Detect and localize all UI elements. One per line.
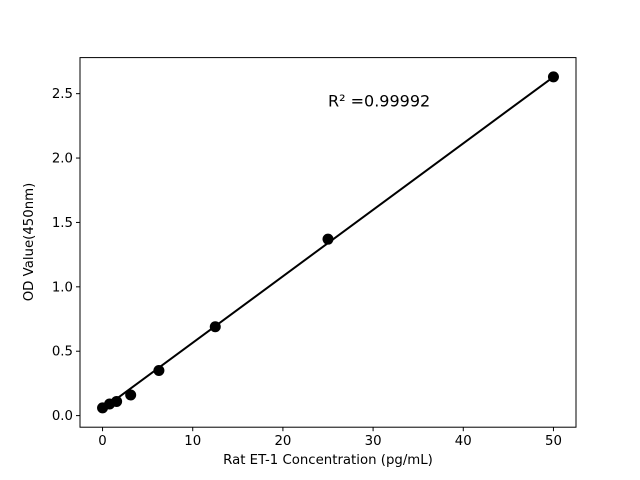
r-squared-annotation: R² =0.99992: [328, 92, 430, 111]
y-tick-label: 0.0: [52, 409, 73, 424]
x-axis-label: Rat ET-1 Concentration (pg/mL): [223, 453, 433, 468]
data-point: [153, 365, 165, 377]
x-tick-label: 0: [98, 434, 106, 449]
x-tick-label: 10: [184, 434, 201, 449]
y-tick-label: 0.5: [52, 345, 73, 360]
y-tick-label: 1.5: [52, 216, 73, 231]
y-tick-label: 2.0: [52, 152, 73, 167]
x-tick-label: 20: [274, 434, 291, 449]
x-tick-label: 50: [545, 434, 562, 449]
data-point: [125, 389, 137, 401]
axes-frame: [79, 57, 577, 428]
x-tick-label: 40: [455, 434, 472, 449]
data-point: [111, 395, 123, 407]
y-tick-label: 2.5: [52, 87, 73, 102]
x-tick-label: 30: [365, 434, 382, 449]
data-point: [547, 71, 559, 83]
data-point: [322, 233, 334, 245]
data-point: [209, 321, 221, 333]
y-axis-label: OD Value(450nm): [22, 183, 37, 302]
y-tick-label: 1.0: [52, 280, 73, 295]
plot-area: 0 10 20 30 40 50 0.0 0.5 1.0 1.5 2.0 2.5: [52, 57, 577, 449]
